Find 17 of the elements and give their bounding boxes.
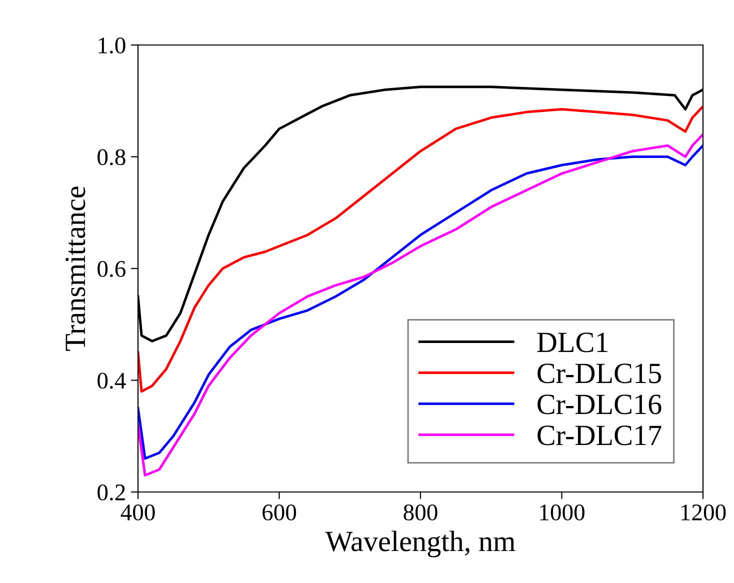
y-tick-label: 0.4: [98, 372, 126, 389]
x-tick-label: 1200: [681, 504, 726, 520]
x-tick-label: 400: [120, 504, 155, 520]
x-tick-label: 600: [262, 504, 296, 520]
x-tick-label: 1000: [540, 504, 584, 520]
y-tick-label: 0.6: [98, 260, 126, 278]
line-series: [138, 105, 703, 393]
y-tick-label: 0.2: [98, 484, 125, 501]
x-tick-label: 800: [404, 504, 438, 520]
y-axis-title: Transmittance: [66, 186, 86, 351]
y-tick-label: 1.0: [98, 37, 126, 54]
legend-label: Cr-DLC15: [538, 364, 662, 384]
legend-label: Cr-DLC16: [538, 394, 662, 414]
x-axis-title: Wavelength, nm: [325, 530, 516, 558]
legend-label: DLC1: [537, 332, 608, 352]
legend-label: Cr-DLC17: [538, 426, 662, 446]
y-tick-label: 0.8: [98, 149, 126, 166]
